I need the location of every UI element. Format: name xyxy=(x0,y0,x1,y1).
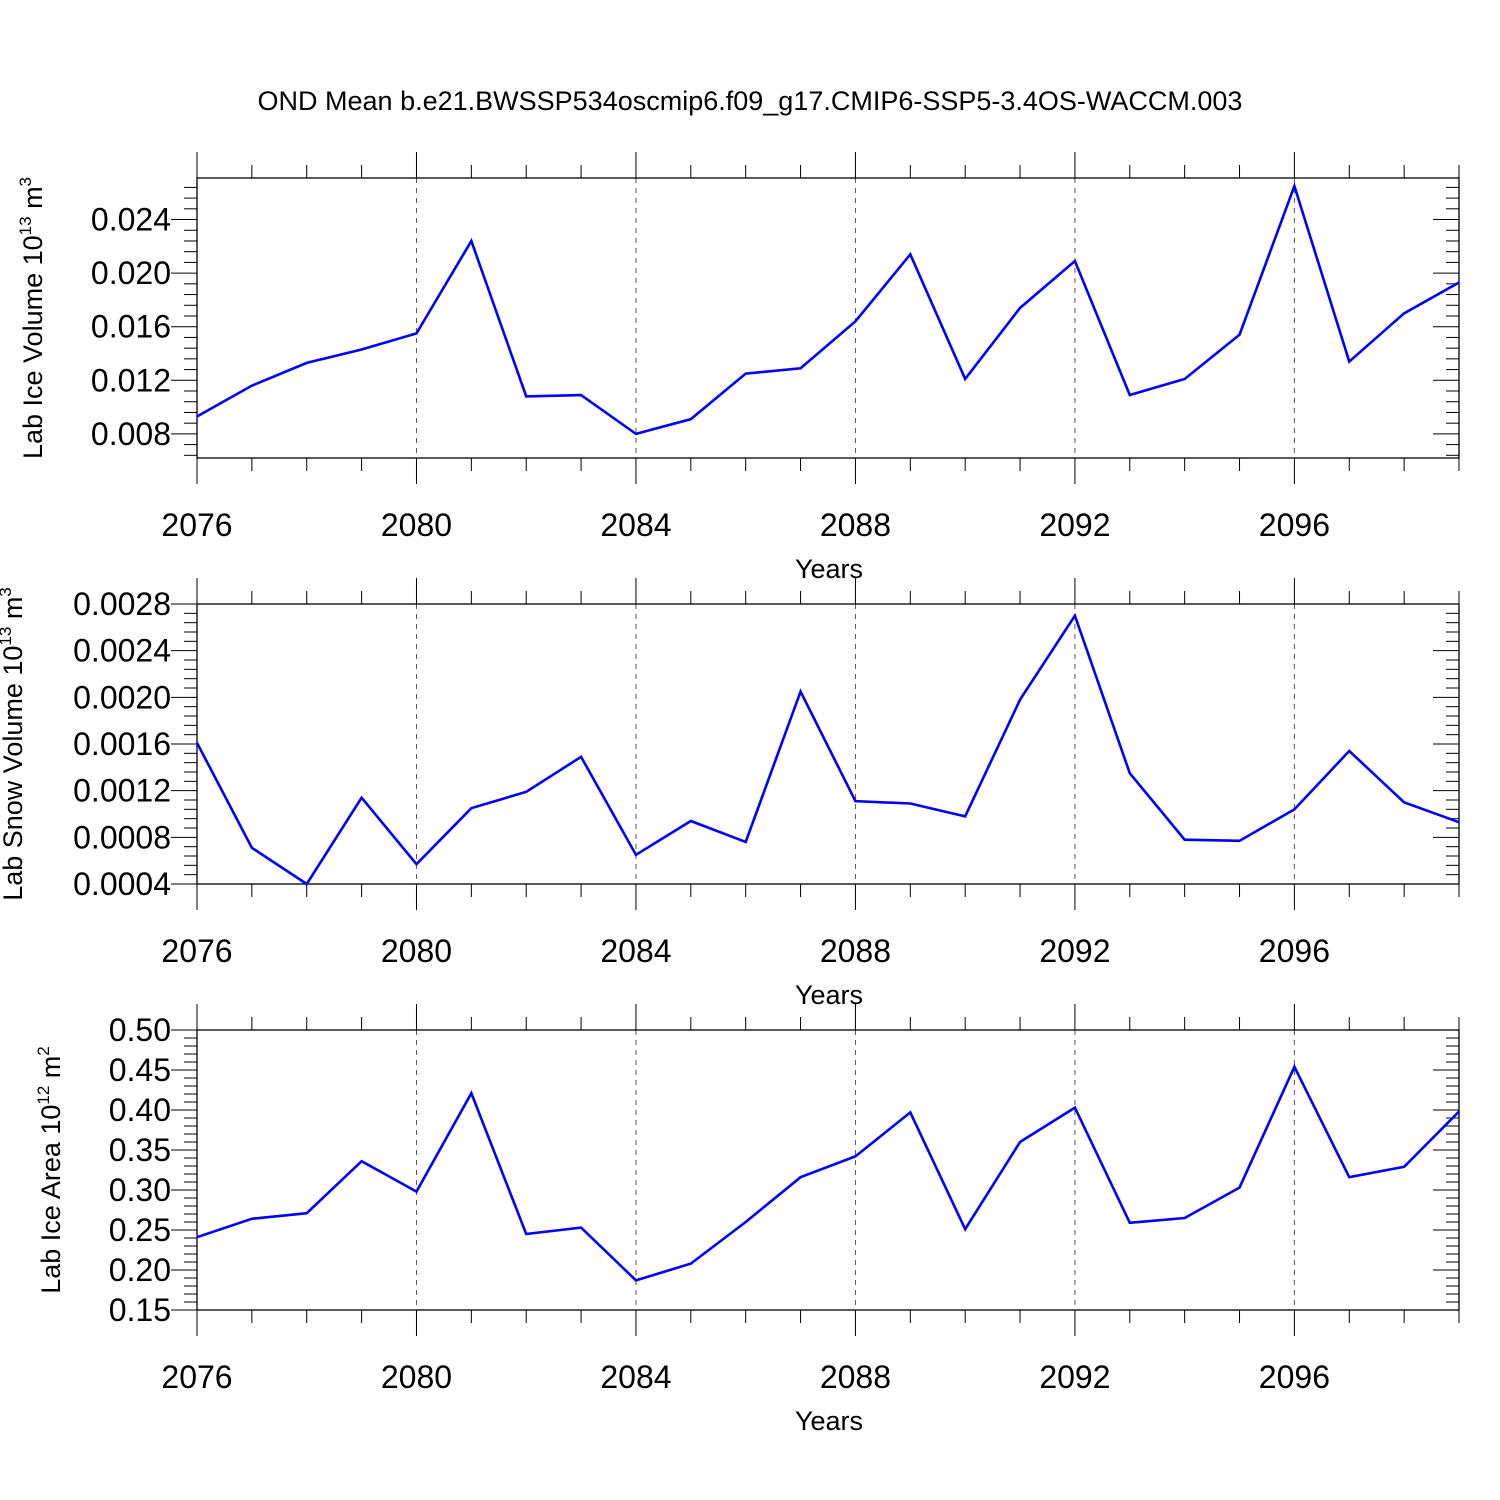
x-tick-label: 2092 xyxy=(1039,1359,1110,1395)
y-tick-label: 0.0008 xyxy=(73,819,171,855)
y-tick-label: 0.012 xyxy=(91,362,171,398)
y-tick-label: 0.020 xyxy=(91,255,171,291)
x-tick-label: 2096 xyxy=(1259,1359,1330,1395)
plot-frame xyxy=(196,1029,1460,1311)
y-tick-label: 0.0020 xyxy=(73,679,171,715)
y-tick-label: 0.50 xyxy=(109,1012,171,1048)
y-tick-label: 0.0024 xyxy=(73,633,171,669)
y-tick-label: 0.024 xyxy=(91,202,171,238)
y-tick-label: 0.0028 xyxy=(73,586,171,622)
x-tick-label: 2076 xyxy=(161,507,232,543)
y-tick-label: 0.0004 xyxy=(73,866,171,902)
y-axis-label-unit-exponent: 3 xyxy=(16,177,35,186)
y-axis-label: Lab Ice Area 1012 m2 xyxy=(34,1046,66,1294)
panel-2: 2076 2080 2084 2088 2092 2096 Years 0.0004 0.000… xyxy=(0,578,1460,1010)
series-line xyxy=(196,182,1460,436)
x-tick-label: 2092 xyxy=(1039,933,1110,969)
x-tick-label: 2076 xyxy=(161,933,232,969)
y-axis-label-text: Lab Ice Area 10 xyxy=(36,1105,66,1294)
y-axis-label-text: Lab Snow Volume 10 xyxy=(0,646,28,901)
y-axis-label-exponent: 12 xyxy=(34,1086,53,1105)
y-tick-label: 0.20 xyxy=(109,1252,171,1288)
y-axis-label-unit: m xyxy=(18,186,48,216)
x-tick-label: 2080 xyxy=(381,933,452,969)
x-tick-label: 2080 xyxy=(381,507,452,543)
chart-title: OND Mean b.e21.BWSSP534oscmip6.f09_g17.C… xyxy=(257,86,1243,116)
y-axis-label-unit: m xyxy=(0,597,28,627)
y-tick-label: 0.45 xyxy=(109,1052,171,1088)
x-tick-label: 2088 xyxy=(820,1359,891,1395)
y-axis-label-unit: m xyxy=(36,1056,66,1086)
y-tick-label: 0.30 xyxy=(109,1172,171,1208)
x-axis-label: Years xyxy=(795,554,863,584)
x-tick-label: 2084 xyxy=(600,507,671,543)
plot-frame xyxy=(196,177,1460,459)
y-axis-label-unit-exponent: 2 xyxy=(34,1046,53,1055)
y-axis-label-exponent: 13 xyxy=(0,627,15,646)
x-axis-label: Years xyxy=(795,1406,863,1436)
y-axis-label: Lab Snow Volume 1013 m3 xyxy=(0,587,28,901)
series-line xyxy=(195,612,1460,886)
y-axis-label-exponent: 13 xyxy=(16,216,35,235)
x-tick-label: 2096 xyxy=(1259,507,1330,543)
y-tick-label: 0.0016 xyxy=(73,726,171,762)
y-axis-label: Lab Ice Volume 1013 m3 xyxy=(16,177,48,459)
x-tick-label: 2088 xyxy=(820,507,891,543)
y-tick-label: 0.40 xyxy=(109,1092,171,1128)
y-axis-label-unit-exponent: 3 xyxy=(0,587,15,596)
x-axis-label: Years xyxy=(795,980,863,1010)
x-tick-label: 2092 xyxy=(1039,507,1110,543)
y-tick-label: 0.15 xyxy=(109,1292,171,1328)
x-tick-label: 2096 xyxy=(1259,933,1330,969)
y-tick-label: 0.0012 xyxy=(73,773,171,809)
panel-1: 2076 2080 2084 2088 2092 2096 Years 0.008 0.012 0… xyxy=(16,152,1460,584)
panel-3: 2076 2080 2084 2088 2092 2096 Years 0.15 0.20 0.2… xyxy=(34,1004,1460,1436)
y-axis-label-text: Lab Ice Volume 10 xyxy=(18,235,48,459)
x-tick-label: 2084 xyxy=(600,933,671,969)
x-tick-label: 2076 xyxy=(161,1359,232,1395)
x-tick-label: 2084 xyxy=(600,1359,671,1395)
series-line xyxy=(196,1063,1460,1282)
y-tick-label: 0.008 xyxy=(91,416,171,452)
y-tick-label: 0.016 xyxy=(91,309,171,345)
x-tick-label: 2080 xyxy=(381,1359,452,1395)
y-tick-label: 0.35 xyxy=(109,1132,171,1168)
x-tick-label: 2088 xyxy=(820,933,891,969)
y-tick-label: 0.25 xyxy=(109,1212,171,1248)
